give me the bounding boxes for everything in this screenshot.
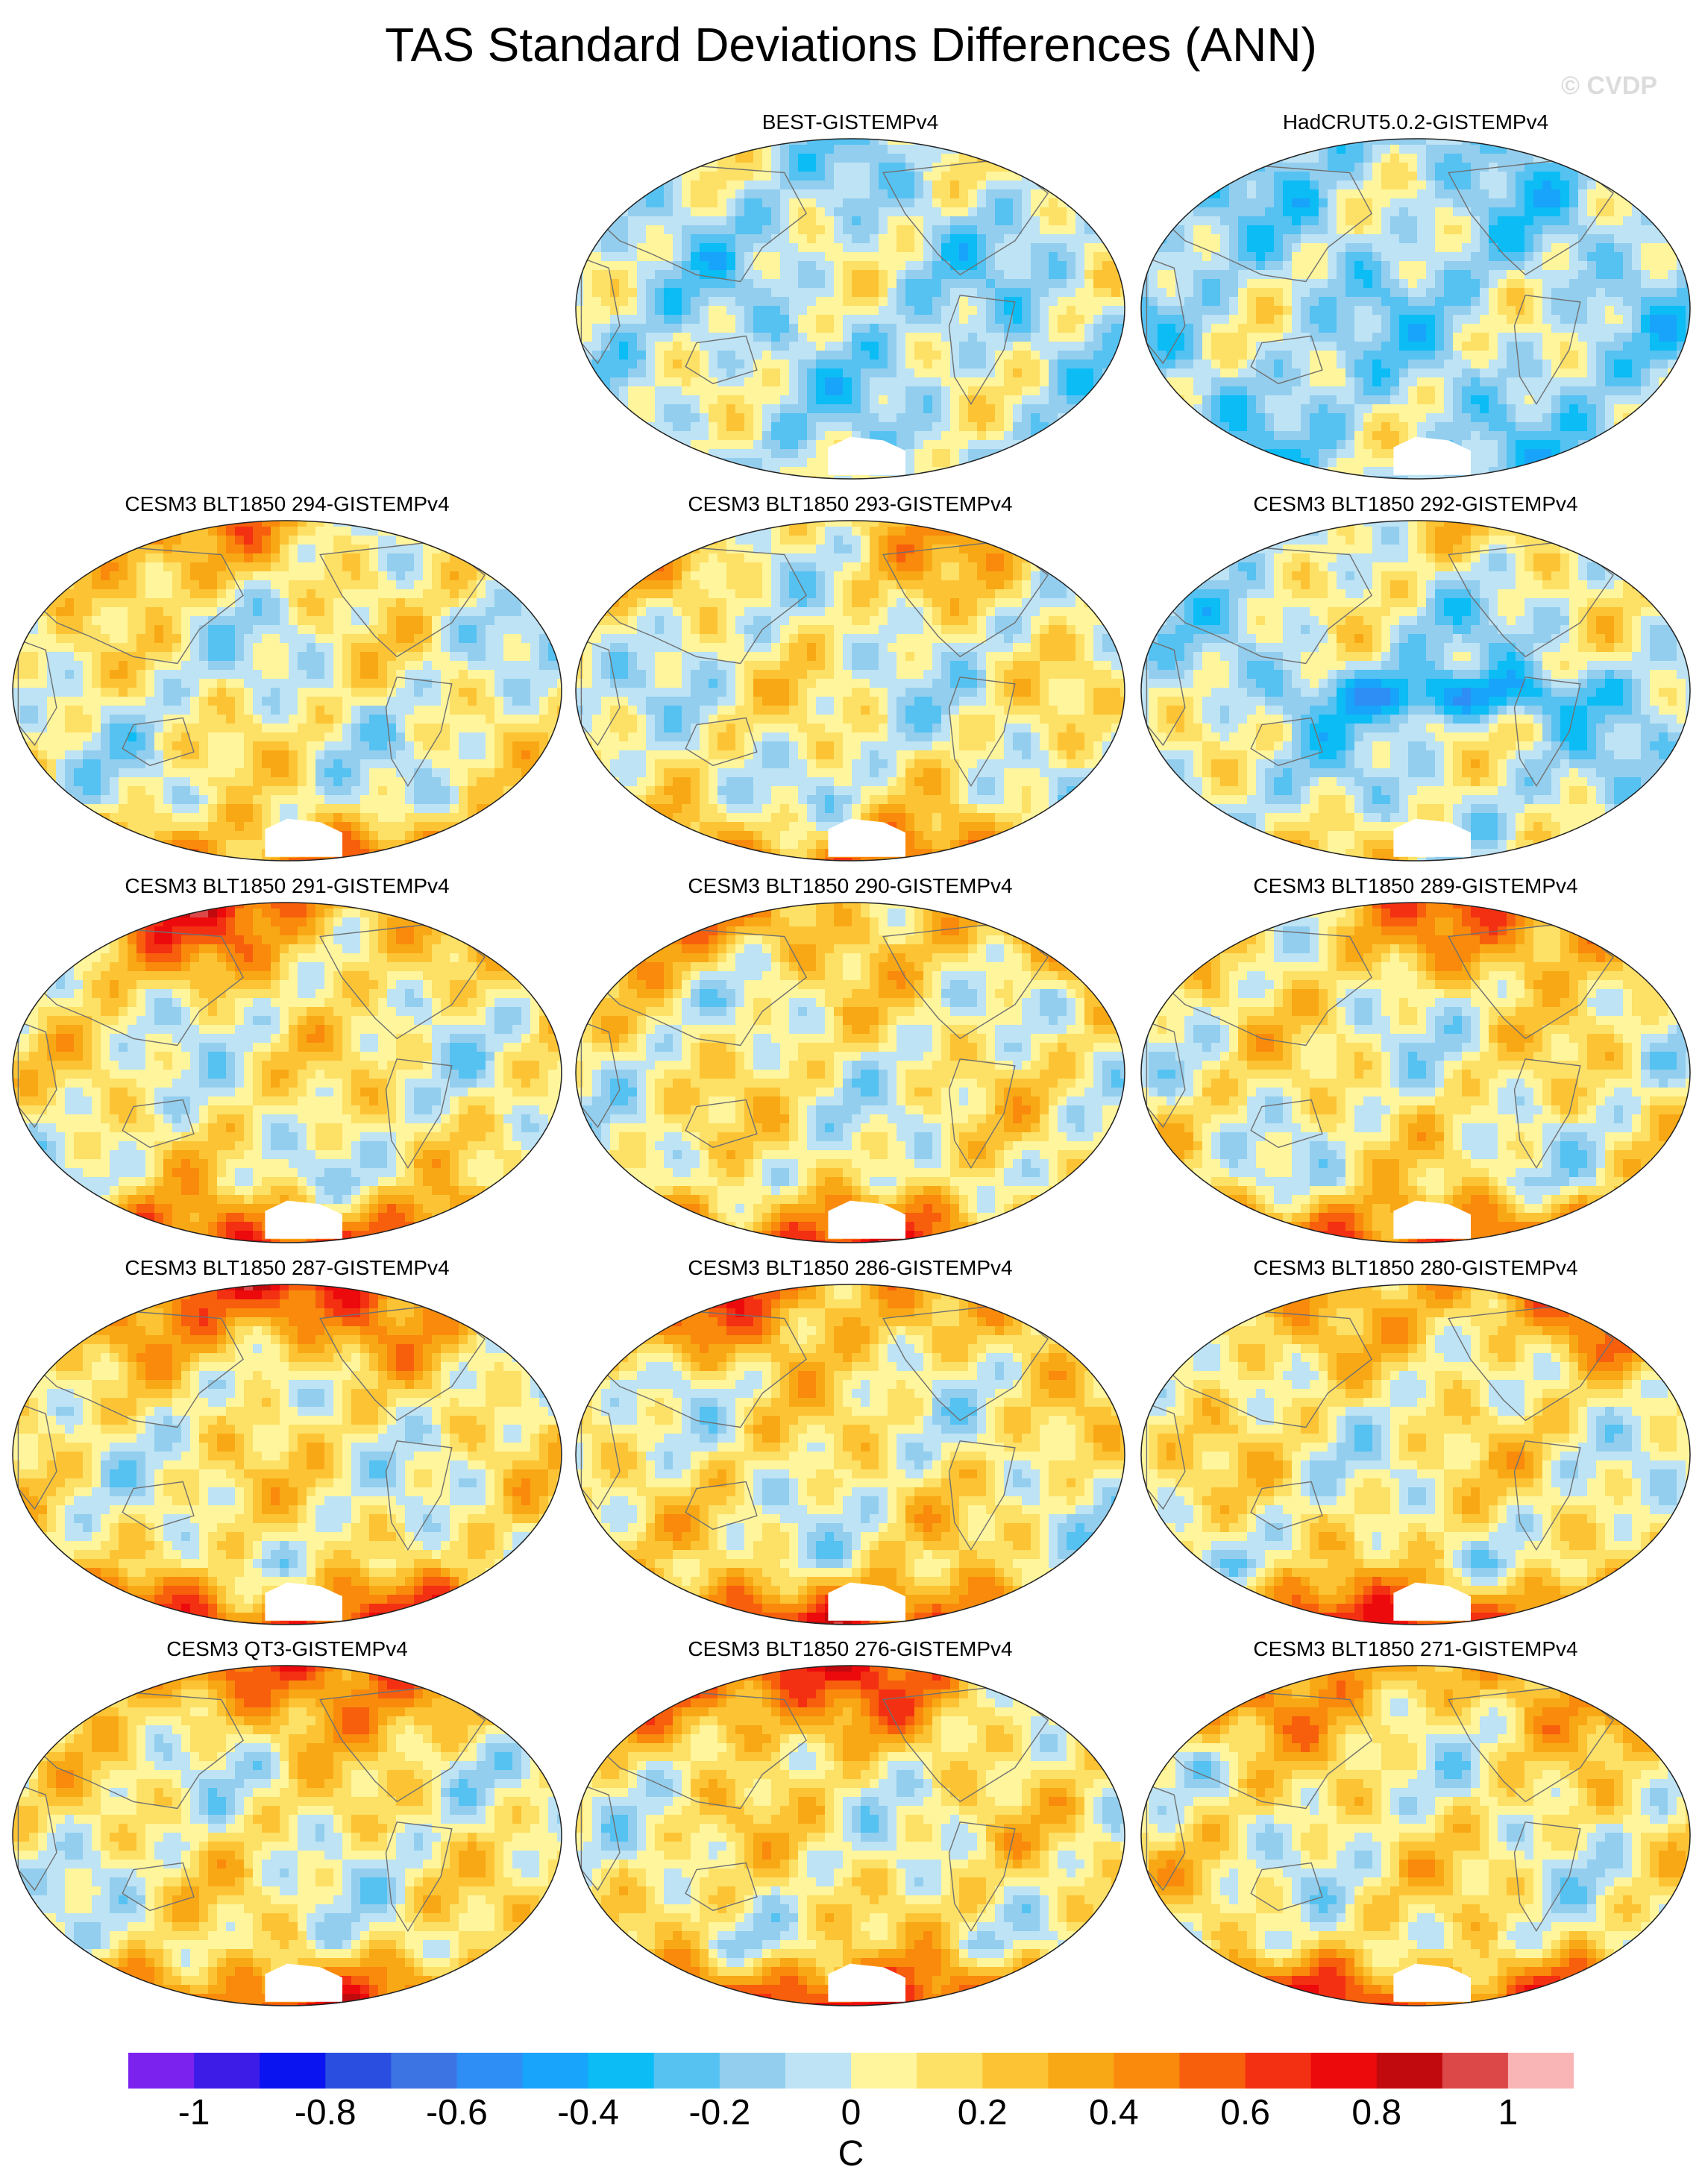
colorbar-swatch bbox=[1310, 2053, 1378, 2089]
world-map bbox=[1140, 1665, 1691, 2006]
map-panel-title: CESM3 QT3-GISTEMPv4 bbox=[11, 1636, 563, 1663]
world-map bbox=[575, 902, 1125, 1243]
world-map bbox=[575, 520, 1125, 862]
map-border bbox=[1140, 902, 1691, 1243]
colorbar-swatch bbox=[391, 2053, 458, 2089]
map-panel-title: CESM3 BLT1850 290-GISTEMPv4 bbox=[574, 873, 1126, 900]
figure-title: TAS Standard Deviations Differences (ANN… bbox=[0, 16, 1702, 73]
colorbar-swatch bbox=[128, 2053, 195, 2089]
map-panel: CESM3 BLT1850 289-GISTEMPv4 bbox=[1140, 873, 1692, 1246]
map-panel-title: CESM3 BLT1850 291-GISTEMPv4 bbox=[11, 873, 563, 900]
colorbar bbox=[128, 2053, 1574, 2089]
colorbar-tick-label: 0.8 bbox=[1332, 2092, 1422, 2134]
colorbar-swatch bbox=[194, 2053, 260, 2089]
map-border bbox=[575, 138, 1125, 480]
map-border bbox=[1140, 520, 1691, 862]
colorbar-swatch bbox=[456, 2053, 524, 2089]
map-border bbox=[1140, 1665, 1691, 2006]
map-panel: HadCRUT5.0.2-GISTEMPv4 bbox=[1140, 109, 1692, 482]
map-panel-title: CESM3 BLT1850 289-GISTEMPv4 bbox=[1140, 873, 1692, 900]
map-panel: CESM3 BLT1850 286-GISTEMPv4 bbox=[574, 1255, 1126, 1628]
world-map bbox=[12, 520, 562, 862]
colorbar-swatch bbox=[851, 2053, 917, 2089]
map-border bbox=[12, 1284, 562, 1625]
map-panel: CESM3 BLT1850 290-GISTEMPv4 bbox=[574, 873, 1126, 1246]
map-border bbox=[1140, 138, 1691, 480]
map-border bbox=[1140, 1284, 1691, 1625]
map-border bbox=[12, 1665, 562, 2006]
map-panel: CESM3 BLT1850 271-GISTEMPv4 bbox=[1140, 1636, 1692, 2009]
colorbar-tick-label: -0.6 bbox=[412, 2092, 501, 2134]
map-panel-title: CESM3 BLT1850 292-GISTEMPv4 bbox=[1140, 491, 1692, 518]
map-border bbox=[575, 1284, 1125, 1625]
map-border bbox=[12, 902, 562, 1243]
map-panel-title: CESM3 BLT1850 271-GISTEMPv4 bbox=[1140, 1636, 1692, 1663]
colorbar-swatch bbox=[325, 2053, 392, 2089]
map-panel-title: BEST-GISTEMPv4 bbox=[574, 109, 1126, 136]
map-border bbox=[575, 902, 1125, 1243]
map-panel-title: HadCRUT5.0.2-GISTEMPv4 bbox=[1140, 109, 1692, 136]
world-map bbox=[575, 138, 1125, 480]
map-border bbox=[575, 520, 1125, 862]
colorbar-tick-label: -0.2 bbox=[675, 2092, 764, 2134]
world-map bbox=[575, 1665, 1125, 2006]
colorbar-swatch bbox=[1245, 2053, 1312, 2089]
colorbar-swatch bbox=[588, 2053, 655, 2089]
map-panel: CESM3 BLT1850 280-GISTEMPv4 bbox=[1140, 1255, 1692, 1628]
colorbar-swatch bbox=[982, 2053, 1049, 2089]
colorbar-unit: C bbox=[806, 2133, 896, 2175]
map-panel: BEST-GISTEMPv4 bbox=[574, 109, 1126, 482]
colorbar-swatch bbox=[785, 2053, 852, 2089]
world-map bbox=[1140, 1284, 1691, 1625]
colorbar-tick-label: 0.6 bbox=[1201, 2092, 1290, 2134]
colorbar-tick-label: -0.4 bbox=[544, 2092, 633, 2134]
map-panel-title: CESM3 BLT1850 294-GISTEMPv4 bbox=[11, 491, 563, 518]
world-map bbox=[12, 902, 562, 1243]
colorbar-swatch bbox=[653, 2053, 720, 2089]
map-panel: CESM3 QT3-GISTEMPv4 bbox=[11, 1636, 563, 2009]
map-panel-title: CESM3 BLT1850 276-GISTEMPv4 bbox=[574, 1636, 1126, 1663]
map-panel-title: CESM3 BLT1850 293-GISTEMPv4 bbox=[574, 491, 1126, 518]
map-panel: CESM3 BLT1850 292-GISTEMPv4 bbox=[1140, 491, 1692, 864]
world-map bbox=[1140, 138, 1691, 480]
cvdp-watermark: © CVDP bbox=[1561, 72, 1657, 101]
world-map bbox=[12, 1284, 562, 1625]
map-panel: CESM3 BLT1850 287-GISTEMPv4 bbox=[11, 1255, 563, 1628]
colorbar-swatch bbox=[1507, 2053, 1574, 2089]
colorbar-swatch bbox=[522, 2053, 589, 2089]
colorbar-tick-label: -0.8 bbox=[280, 2092, 370, 2134]
colorbar-tick-label: 0.2 bbox=[938, 2092, 1027, 2134]
colorbar-tick-label: 0 bbox=[806, 2092, 896, 2134]
colorbar-swatch bbox=[1442, 2053, 1509, 2089]
colorbar-swatch bbox=[1179, 2053, 1246, 2089]
map-panel-title: CESM3 BLT1850 280-GISTEMPv4 bbox=[1140, 1255, 1692, 1281]
colorbar-swatch bbox=[1376, 2053, 1443, 2089]
colorbar-tick-label: 1 bbox=[1463, 2092, 1553, 2134]
colorbar-tick-label: -1 bbox=[149, 2092, 239, 2134]
world-map bbox=[575, 1284, 1125, 1625]
colorbar-swatch bbox=[1048, 2053, 1114, 2089]
world-map bbox=[1140, 520, 1691, 862]
colorbar-swatch bbox=[1114, 2053, 1181, 2089]
map-border bbox=[575, 1665, 1125, 2006]
world-map bbox=[12, 1665, 562, 2006]
colorbar-tick-label: 0.4 bbox=[1069, 2092, 1158, 2134]
colorbar-swatch bbox=[260, 2053, 326, 2089]
map-panel: CESM3 BLT1850 294-GISTEMPv4 bbox=[11, 491, 563, 864]
map-border bbox=[12, 520, 562, 862]
map-panel: CESM3 BLT1850 293-GISTEMPv4 bbox=[574, 491, 1126, 864]
map-panel: CESM3 BLT1850 276-GISTEMPv4 bbox=[574, 1636, 1126, 2009]
colorbar-swatch bbox=[917, 2053, 983, 2089]
map-panel-title: CESM3 BLT1850 286-GISTEMPv4 bbox=[574, 1255, 1126, 1281]
colorbar-swatch bbox=[719, 2053, 786, 2089]
map-panel-title: CESM3 BLT1850 287-GISTEMPv4 bbox=[11, 1255, 563, 1281]
map-panel: CESM3 BLT1850 291-GISTEMPv4 bbox=[11, 873, 563, 1246]
world-map bbox=[1140, 902, 1691, 1243]
